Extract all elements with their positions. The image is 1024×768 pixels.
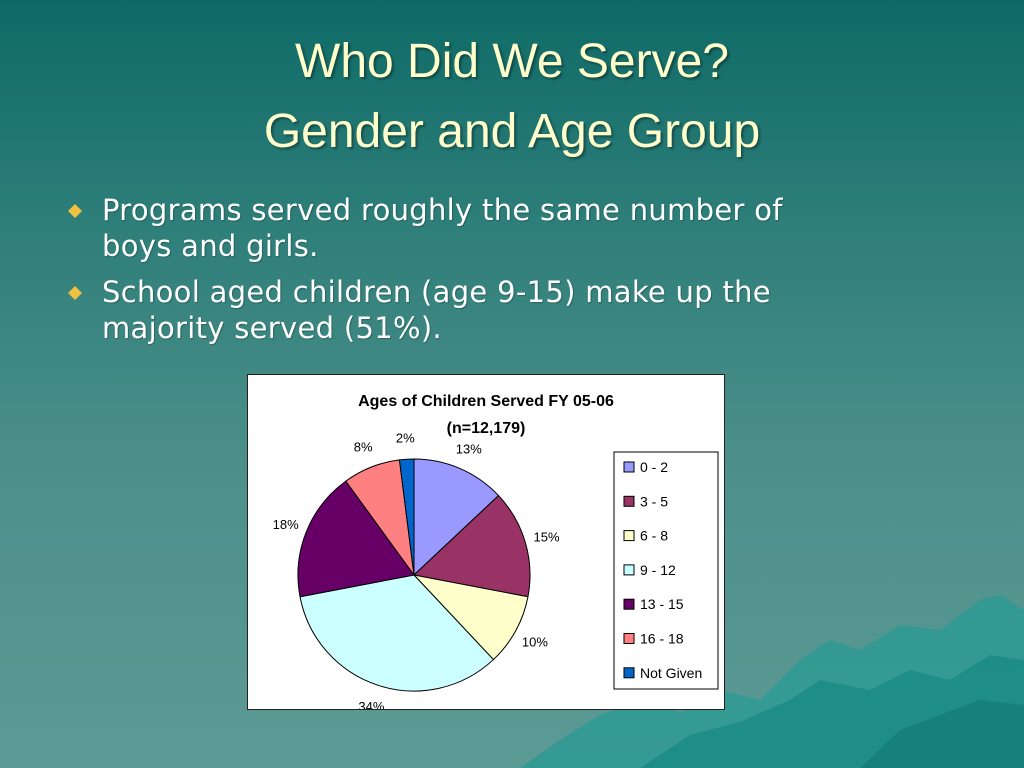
slice-percent-label: 15%	[533, 530, 559, 545]
pie-slice	[413, 458, 500, 577]
pie-labels: 13% 15% 10% 34% 18% 8% 2%	[273, 430, 560, 709]
pie-slices	[297, 458, 531, 692]
bullet-text-line2: majority served (51%).	[102, 311, 442, 345]
pie-slice	[398, 458, 415, 576]
diamond-icon	[68, 286, 82, 300]
pie-slice	[412, 574, 529, 661]
legend-swatch	[623, 598, 635, 610]
bullet-item: School aged children (age 9-15) make up …	[62, 274, 962, 346]
bullet-item: Programs served roughly the same number …	[62, 192, 962, 264]
legend-swatch	[623, 495, 635, 507]
legend-label: 6 - 8	[640, 528, 668, 544]
legend-swatch	[623, 564, 635, 576]
slice-percent-label: 8%	[354, 440, 373, 455]
diamond-icon	[68, 204, 82, 218]
bullet-text-line1: School aged children (age 9-15) make up …	[102, 275, 771, 309]
legend-label: 9 - 12	[640, 562, 676, 578]
bullet-text-line2: boys and girls.	[102, 229, 319, 263]
legend-label: 16 - 18	[640, 631, 684, 647]
legend-swatch	[623, 633, 635, 644]
pie-slice	[297, 480, 415, 598]
slice-percent-label: 2%	[396, 430, 415, 445]
pie-slice	[412, 494, 531, 598]
chart-title: Ages of Children Served FY 05-06	[358, 393, 614, 410]
pie-chart-panel: Ages of Children Served FY 05-06 (n=12,1…	[247, 374, 725, 710]
legend-label: 3 - 5	[640, 493, 668, 509]
legend-items: 0 - 2 3 - 5 6 - 8 9 - 12 13 - 15 16 - 18 Not G…	[623, 459, 702, 681]
legend-label: 13 - 15	[640, 596, 684, 612]
slide-title-line1: Who Did We Serve?	[295, 35, 729, 88]
pie-chart: Ages of Children Served FY 05-06 (n=12,1…	[273, 393, 719, 709]
slide-title-line2: Gender and Age Group	[263, 105, 761, 158]
pie-slice	[299, 574, 495, 692]
slice-percent-label: 34%	[358, 699, 384, 709]
legend-label: Not Given	[640, 665, 702, 681]
chart-subtitle: (n=12,179)	[447, 420, 526, 437]
slice-percent-label: 10%	[522, 635, 548, 650]
slice-percent-label: 18%	[273, 517, 299, 532]
legend-swatch	[623, 667, 635, 679]
slice-percent-label: 13%	[456, 441, 482, 456]
bullet-text-line1: Programs served roughly the same number …	[102, 193, 783, 227]
legend-label: 0 - 2	[640, 459, 668, 475]
legend-swatch	[623, 461, 635, 473]
bullet-list: Programs served roughly the same number …	[62, 192, 962, 356]
legend-swatch	[623, 530, 635, 542]
